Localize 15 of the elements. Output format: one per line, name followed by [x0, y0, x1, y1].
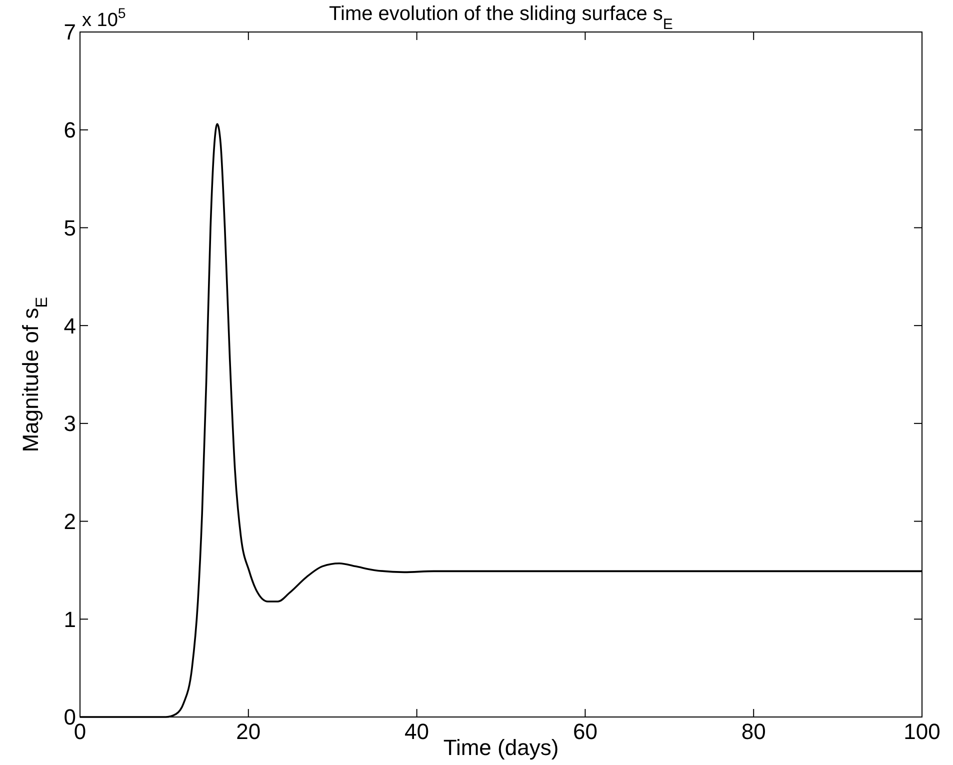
y-tick-label: 1 [64, 606, 76, 632]
chart-title: Time evolution of the sliding surface s$_{E}$ [329, 3, 673, 32]
y-tick-label: 3 [64, 411, 76, 436]
x-tick-label: 20 [236, 719, 261, 744]
y-tick-label: 2 [64, 508, 76, 534]
x-tick-label: 60 [572, 719, 598, 744]
y-tick-label: 4 [64, 313, 76, 338]
x-tick-label: 80 [741, 719, 766, 744]
x-tick-label: 100 [904, 719, 940, 744]
x-axis-title: Time (days) [443, 735, 559, 760]
y-tick-label: 5 [64, 215, 76, 240]
text: x 10$^{5}$ [82, 6, 126, 31]
y-tick-label: 7 [64, 20, 76, 45]
y-tick-label: 6 [64, 118, 76, 143]
x-tick-label: 40 [404, 719, 430, 744]
